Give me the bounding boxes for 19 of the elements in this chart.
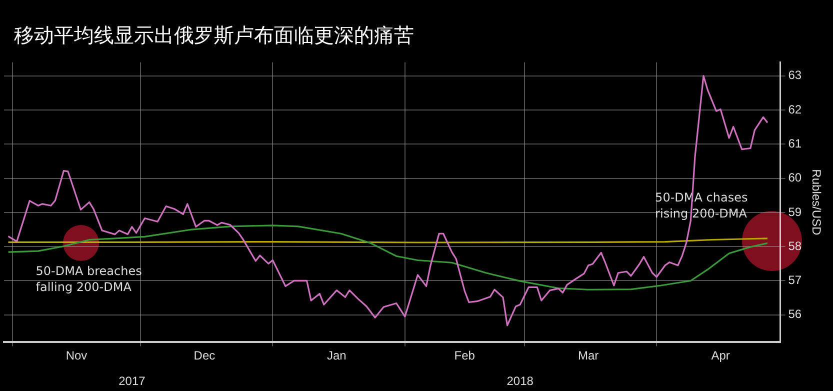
x2-tick-label: 2018 bbox=[506, 374, 534, 388]
y-tick-label: 60 bbox=[788, 170, 802, 185]
x-tick-label: Dec bbox=[194, 348, 216, 363]
x-tick-label: Mar bbox=[578, 348, 599, 363]
y-tick-label: 56 bbox=[788, 307, 802, 322]
y-tick-label: 61 bbox=[788, 136, 802, 150]
y-tick-label: 58 bbox=[788, 238, 802, 253]
y-tick-label: 59 bbox=[788, 204, 802, 219]
annotation: 50-DMA breaches falling 200-DMA bbox=[36, 264, 142, 294]
y-tick-label: 57 bbox=[788, 273, 802, 288]
chart-title: 移动平均线显示出俄罗斯卢布面临更深的痛苦 bbox=[14, 22, 414, 49]
x-tick-label: Jan bbox=[327, 348, 346, 363]
x2-tick-label: 2017 bbox=[118, 374, 146, 388]
y-axis-title: Rubles/USD bbox=[809, 169, 824, 236]
y-tick-label: 62 bbox=[788, 102, 802, 116]
x-tick-label: Feb bbox=[454, 348, 476, 363]
x-tick-label: Apr bbox=[711, 348, 730, 363]
y-tick-label: 63 bbox=[788, 68, 802, 82]
x-tick-label: Nov bbox=[66, 348, 88, 363]
